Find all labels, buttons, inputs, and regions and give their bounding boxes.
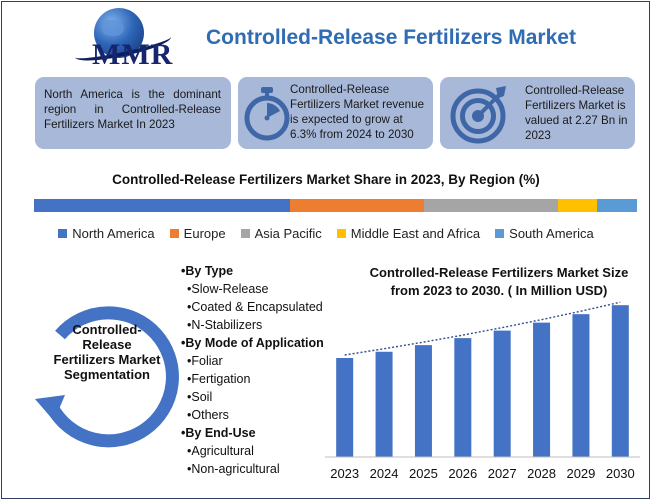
trend-line [344, 301, 621, 356]
x-tick-label: 2023 [330, 466, 359, 481]
share-segment [423, 199, 558, 212]
legend-label: Middle East and Africa [350, 226, 481, 241]
share-segment [289, 199, 424, 212]
legend-label: North America [72, 226, 155, 241]
legend-label: Asia Pacific [254, 226, 322, 241]
share-legend: North America Europe Asia Pacific Middle Ea… [0, 226, 652, 241]
info-box-text: Controlled-Release Fertilizers Market is… [525, 84, 628, 142]
mmr-logo: MMR [62, 8, 192, 71]
chart-bar [572, 314, 590, 457]
segmentation-list: •By Type •Slow-Release •Coated & Encapsula… [181, 262, 324, 478]
legend-item: South America [495, 226, 594, 241]
chart-bar [611, 305, 629, 457]
x-tick-label: 2024 [370, 466, 399, 481]
legend-swatch [495, 229, 505, 238]
share-stacked-bar [34, 199, 637, 212]
info-box-text: Controlled-Release Fertilizers Market re… [290, 83, 425, 141]
chart-title: Controlled-Release Fertilizers Market Si… [369, 265, 629, 298]
segment-item: •Coated & Encapsulated [187, 300, 323, 314]
globe-icon [94, 8, 144, 58]
x-tick-label: 2029 [566, 466, 595, 481]
info-box-growth: Controlled-Release Fertilizers Market re… [238, 77, 433, 149]
chart-bar [375, 351, 393, 457]
segmentation-ring-label: Controlled-Release Fertilizers Market Se… [53, 322, 161, 382]
legend-swatch [336, 229, 346, 238]
chart-bar [493, 330, 511, 457]
x-tick-label: 2026 [448, 466, 477, 481]
chart-bar [454, 338, 472, 457]
page-title: Controlled-Release Fertilizers Market [206, 26, 576, 49]
chart-bar [533, 322, 551, 457]
segment-item: •Foliar [187, 354, 223, 368]
segment-item: •Slow-Release [187, 282, 269, 296]
segment-item: •Non-agricultural [187, 462, 280, 476]
segment-heading: •By Mode of Application [181, 336, 324, 350]
x-tick-label: 2027 [488, 466, 517, 481]
market-size-chart: 2023 2024 2025 2026 2027 2028 2029 2030 [325, 301, 640, 481]
segment-item: •Soil [187, 390, 213, 404]
legend-item: Middle East and Africa [336, 226, 481, 241]
share-segment [557, 199, 598, 212]
segment-item: •Fertigation [187, 372, 251, 386]
legend-label: Europe [183, 226, 226, 241]
legend-swatch [240, 229, 250, 238]
ring-arrowhead [35, 395, 65, 421]
share-segment [34, 199, 290, 212]
legend-swatch [58, 229, 68, 238]
chart-bar [336, 358, 354, 457]
info-box-dominant-region: North America is the dominant region in … [35, 77, 231, 149]
segment-item: •Agricultural [187, 444, 254, 458]
stopwatch-icon [244, 87, 290, 141]
info-box-text: North America is the dominant region in … [44, 88, 221, 131]
legend-item: Asia Pacific [240, 226, 322, 241]
info-box-valuation: Controlled-Release Fertilizers Market is… [440, 77, 635, 149]
segment-item: •N-Stabilizers [187, 318, 263, 332]
segment-item: •Others [187, 408, 229, 422]
legend-item: North America [58, 226, 155, 241]
x-tick-label: 2030 [606, 466, 635, 481]
logo-text: MMR [92, 38, 174, 71]
legend-item: Europe [169, 226, 226, 241]
target-icon [450, 86, 506, 144]
legend-swatch [169, 229, 179, 238]
segmentation-ring [35, 306, 179, 448]
legend-label: South America [509, 226, 594, 241]
x-tick-label: 2028 [527, 466, 556, 481]
share-segment [597, 199, 637, 212]
segment-heading: •By End-Use [181, 426, 256, 440]
chart-bar [414, 345, 432, 457]
x-tick-label: 2025 [409, 466, 438, 481]
segment-heading: •By Type [181, 264, 234, 278]
share-title: Controlled-Release Fertilizers Market Sh… [112, 172, 540, 187]
